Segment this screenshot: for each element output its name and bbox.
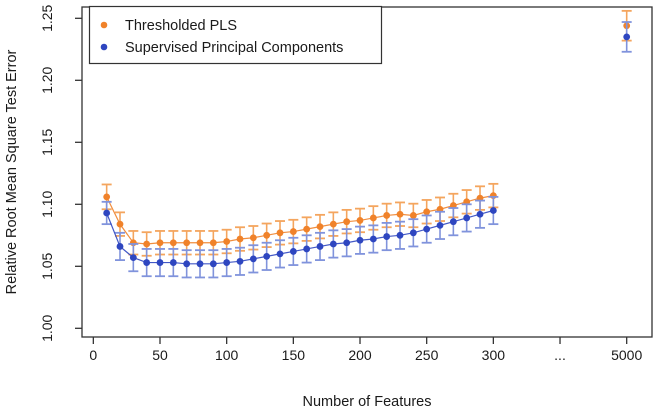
- legend-marker: [100, 21, 108, 29]
- data-point: [209, 239, 217, 247]
- data-point: [103, 209, 111, 217]
- data-point: [169, 239, 177, 247]
- data-point: [356, 236, 364, 244]
- data-point: [396, 231, 404, 239]
- data-point: [343, 239, 351, 247]
- data-point: [196, 239, 204, 247]
- data-point: [303, 225, 311, 233]
- data-point: [143, 240, 151, 248]
- data-point: [263, 252, 271, 260]
- data-point: [103, 193, 111, 201]
- x-tick-label: 300: [482, 347, 506, 363]
- data-point: [276, 229, 284, 237]
- data-point: [329, 240, 337, 248]
- data-point: [436, 221, 444, 229]
- data-point: [169, 259, 177, 266]
- y-tick-label: 1.25: [39, 4, 55, 31]
- data-point: [489, 207, 497, 214]
- data-point: [156, 259, 164, 266]
- series-line: [106, 209, 494, 265]
- data-point: [156, 239, 164, 247]
- x-tick-label: 100: [215, 347, 239, 363]
- data-point: [463, 214, 471, 222]
- data-point: [476, 210, 484, 218]
- data-point: [369, 235, 377, 243]
- data-point: [196, 260, 204, 268]
- x-tick-label: ...: [554, 347, 566, 363]
- plot-area: 0 50 100 150 200 250 300... 5000 1.00 1.05 1.10 1.1…: [39, 4, 653, 363]
- data-point: [343, 218, 351, 226]
- data-point: [129, 254, 137, 262]
- x-tick-label: 5000: [611, 347, 642, 363]
- legend: Thresholded PLS Supervised Principal Comp…: [88, 5, 383, 65]
- data-point: [423, 225, 431, 233]
- legend-box: [88, 5, 383, 65]
- data-point: [303, 245, 311, 253]
- data-point: [249, 234, 257, 242]
- data-point: [409, 212, 417, 219]
- y-tick-label: 1.00: [39, 314, 55, 341]
- data-point: [623, 33, 631, 41]
- data-point: [369, 214, 377, 222]
- x-tick-label: 150: [282, 347, 306, 363]
- data-point: [316, 243, 324, 250]
- x-axis-title: Number of Features: [303, 394, 432, 410]
- x-tick-label: 50: [152, 347, 168, 363]
- legend-marker: [100, 43, 108, 51]
- data-point: [289, 248, 297, 255]
- y-axis-title: Relative Root Mean Square Test Error: [4, 49, 20, 294]
- data-point: [116, 243, 124, 250]
- data-point: [183, 239, 191, 247]
- data-point: [423, 208, 431, 216]
- series-supervised-principal-components: [101, 21, 632, 279]
- data-point: [143, 259, 151, 266]
- data-point: [116, 220, 124, 228]
- series-thresholded-pls: [101, 9, 632, 257]
- x-tick-label: 200: [348, 347, 372, 363]
- data-point: [329, 220, 337, 228]
- legend-label: Supervised Principal Components: [125, 40, 343, 56]
- legend-label: Thresholded PLS: [125, 18, 237, 34]
- data-point: [356, 217, 364, 224]
- data-point: [409, 229, 417, 237]
- y-tick-label: 1.05: [39, 252, 55, 279]
- data-point: [289, 228, 297, 235]
- data-point: [383, 233, 391, 240]
- data-point: [209, 260, 217, 268]
- data-point: [263, 231, 271, 239]
- data-point: [236, 257, 244, 265]
- data-point: [223, 238, 231, 245]
- x-tick-label: 250: [415, 347, 439, 363]
- data-point: [249, 255, 257, 263]
- data-point: [276, 250, 284, 258]
- data-point: [183, 260, 191, 268]
- x-tick-label: 0: [89, 347, 97, 363]
- y-tick-label: 1.20: [39, 66, 55, 93]
- data-point: [223, 259, 231, 266]
- data-point: [316, 223, 324, 231]
- y-tick-label: 1.10: [39, 190, 55, 217]
- data-point: [396, 210, 404, 218]
- y-tick-label: 1.15: [39, 128, 55, 155]
- data-point: [236, 235, 244, 243]
- data-point: [449, 218, 457, 226]
- series-line: [106, 195, 494, 245]
- data-point: [383, 212, 391, 219]
